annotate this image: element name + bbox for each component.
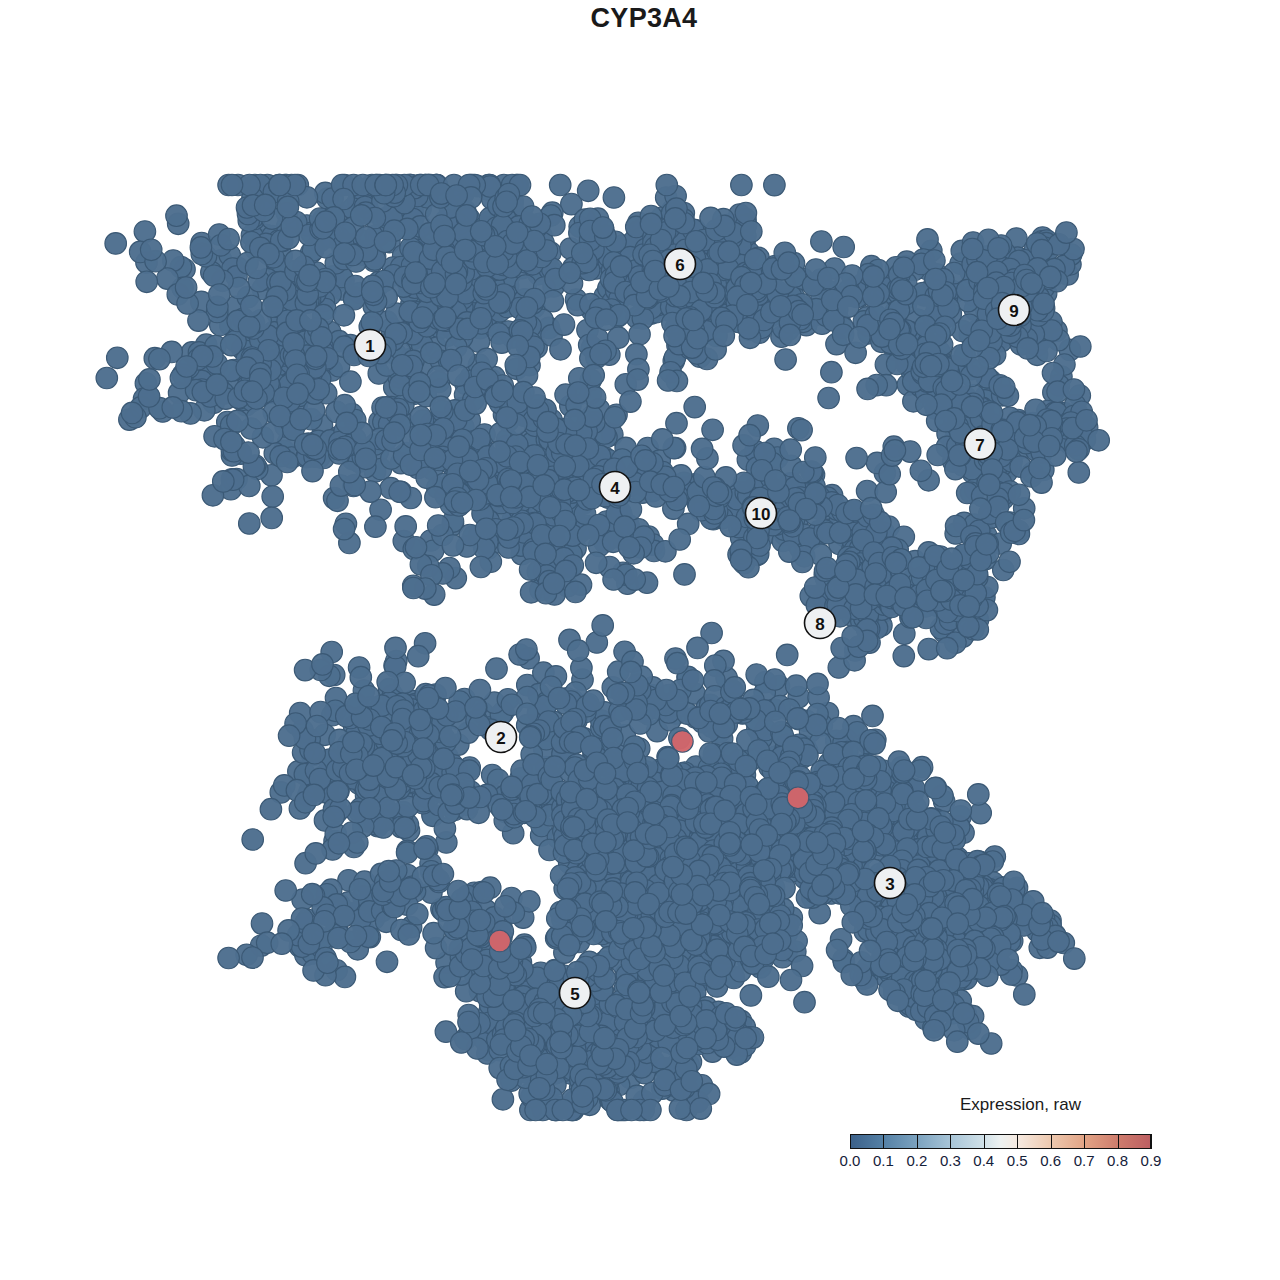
svg-text:10: 10 [752,505,771,524]
svg-text:3: 3 [885,875,894,894]
svg-text:8: 8 [815,615,824,634]
svg-text:2: 2 [496,729,505,748]
svg-text:9: 9 [1009,302,1018,321]
svg-text:7: 7 [975,436,984,455]
svg-text:5: 5 [570,985,579,1004]
svg-text:4: 4 [610,479,620,498]
svg-text:1: 1 [365,337,374,356]
svg-text:6: 6 [675,256,684,275]
